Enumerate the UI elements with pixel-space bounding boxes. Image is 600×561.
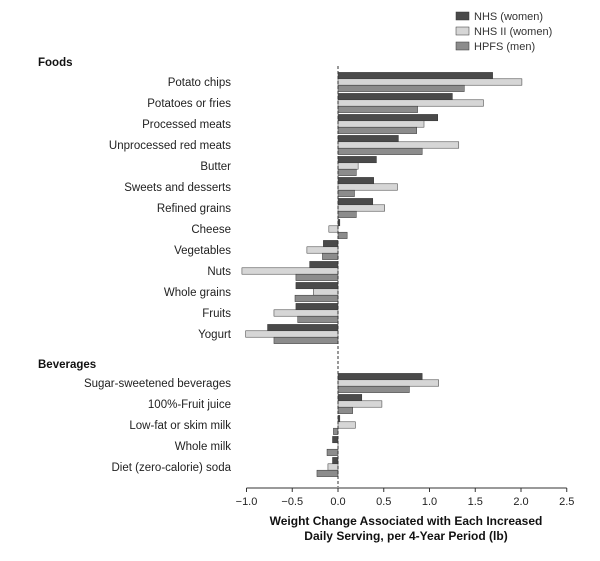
bar-processed-meats-nhs-women <box>338 114 438 120</box>
bar-cheese-hpfs-men <box>338 232 347 238</box>
bar-fruits-nhs-ii-women <box>274 310 338 316</box>
bar-potato-chips-nhs-ii-women <box>338 79 522 85</box>
bar-sweets-and-desserts-nhs-women <box>338 177 374 183</box>
bar-diet-zero-calorie-soda-nhs-women <box>333 457 338 463</box>
legend-swatch-hpfs-men <box>456 42 469 50</box>
category-label-sweets-and-desserts: Sweets and desserts <box>124 182 231 194</box>
bar-whole-grains-nhs-ii-women <box>313 289 338 295</box>
x-tick-label-2: 0.0 <box>330 496 345 508</box>
category-label-vegetables: Vegetables <box>174 245 231 257</box>
bar-butter-nhs-women <box>338 156 376 162</box>
category-label-whole-grains: Whole grains <box>164 287 231 299</box>
bar-sugar-sweetened-beverages-nhs-women <box>338 373 422 379</box>
bar-100-fruit-juice-nhs-ii-women <box>338 401 382 407</box>
bar-whole-milk-nhs-women <box>333 436 338 442</box>
x-axis-title-line-2: Daily Serving, per 4-Year Period (lb) <box>304 529 507 543</box>
bar-yogurt-nhs-women <box>268 324 338 330</box>
bar-refined-grains-nhs-ii-women <box>338 205 385 211</box>
category-label-sugar-sweetened-beverages: Sugar-sweetened beverages <box>84 378 231 390</box>
bar-cheese-nhs-ii-women <box>329 226 338 232</box>
bar-low-fat-or-skim-milk-nhs-ii-women <box>338 422 355 428</box>
category-label-unprocessed-red-meats: Unprocessed red meats <box>109 140 231 152</box>
bar-diet-zero-calorie-soda-hpfs-men <box>317 470 338 476</box>
bar-100-fruit-juice-hpfs-men <box>338 407 353 413</box>
category-label-whole-milk: Whole milk <box>175 441 231 453</box>
section-label-foods: Foods <box>38 57 73 69</box>
legend-label-hpfs-men: HPFS (men) <box>474 41 535 53</box>
bar-butter-hpfs-men <box>338 169 356 175</box>
bar-refined-grains-nhs-women <box>338 198 373 204</box>
bar-sweets-and-desserts-nhs-ii-women <box>338 184 397 190</box>
category-label-butter: Butter <box>200 161 231 173</box>
category-label-yogurt: Yogurt <box>198 329 232 341</box>
bar-potatoes-or-fries-nhs-women <box>338 93 452 99</box>
bar-fruits-nhs-women <box>296 303 338 309</box>
bar-nuts-hpfs-men <box>296 274 338 280</box>
bar-yogurt-nhs-ii-women <box>246 331 338 337</box>
bar-potatoes-or-fries-hpfs-men <box>338 106 418 112</box>
x-tick-label-6: 2.0 <box>513 496 528 508</box>
category-label-refined-grains: Refined grains <box>157 203 231 215</box>
category-label-100-fruit-juice: 100%-Fruit juice <box>148 399 231 411</box>
x-tick-label-1: −0.5 <box>281 496 303 508</box>
legend-swatch-nhs-ii-women <box>456 27 469 35</box>
legend-label-nhs-ii-women: NHS II (women) <box>474 26 552 38</box>
category-label-potato-chips: Potato chips <box>168 77 232 89</box>
x-tick-label-7: 2.5 <box>559 496 574 508</box>
legend-label-nhs-women: NHS (women) <box>474 11 543 23</box>
category-label-diet-zero-calorie-soda: Diet (zero-calorie) soda <box>111 462 231 474</box>
bar-processed-meats-nhs-ii-women <box>338 121 424 127</box>
bar-potato-chips-hpfs-men <box>338 85 464 91</box>
bar-processed-meats-hpfs-men <box>338 127 417 133</box>
bar-sugar-sweetened-beverages-nhs-ii-women <box>338 380 439 386</box>
bar-whole-grains-nhs-women <box>296 282 338 288</box>
legend: NHS (women) NHS II (women) HPFS (men) <box>456 11 552 53</box>
bar-100-fruit-juice-nhs-women <box>338 394 362 400</box>
category-label-low-fat-or-skim-milk: Low-fat or skim milk <box>129 420 231 432</box>
bar-nuts-nhs-women <box>310 261 338 267</box>
bars-layer <box>242 72 522 476</box>
legend-swatch-nhs-women <box>456 12 469 20</box>
x-axis-title-line-1: Weight Change Associated with Each Incre… <box>270 514 543 528</box>
category-label-nuts: Nuts <box>207 266 231 278</box>
bar-whole-milk-hpfs-men <box>327 449 338 455</box>
bar-unprocessed-red-meats-nhs-women <box>338 135 398 141</box>
bar-fruits-hpfs-men <box>298 316 338 322</box>
x-tick-label-3: 0.5 <box>376 496 391 508</box>
bar-unprocessed-red-meats-hpfs-men <box>338 148 422 154</box>
x-tick-label-0: −1.0 <box>236 496 258 508</box>
bar-yogurt-hpfs-men <box>274 337 338 343</box>
bar-sugar-sweetened-beverages-hpfs-men <box>338 386 409 392</box>
bar-refined-grains-hpfs-men <box>338 211 356 217</box>
bar-sweets-and-desserts-hpfs-men <box>338 190 354 196</box>
bar-vegetables-hpfs-men <box>322 253 338 259</box>
bar-butter-nhs-ii-women <box>338 163 358 169</box>
bar-nuts-nhs-ii-women <box>242 268 338 274</box>
category-label-fruits: Fruits <box>202 308 231 320</box>
category-labels: Foods Potato chips Potatoes or fries Proces… <box>38 57 232 474</box>
bar-diet-zero-calorie-soda-nhs-ii-women <box>328 464 338 470</box>
bar-low-fat-or-skim-milk-hpfs-men <box>333 428 338 434</box>
bar-vegetables-nhs-women <box>323 240 338 246</box>
bar-potatoes-or-fries-nhs-ii-women <box>338 100 483 106</box>
bar-whole-grains-hpfs-men <box>295 295 338 301</box>
bar-potato-chips-nhs-women <box>338 72 493 78</box>
x-tick-label-4: 1.0 <box>422 496 437 508</box>
x-tick-label-5: 1.5 <box>468 496 483 508</box>
bar-unprocessed-red-meats-nhs-ii-women <box>338 142 459 148</box>
category-label-cheese: Cheese <box>191 224 231 236</box>
category-label-processed-meats: Processed meats <box>142 119 231 131</box>
bar-vegetables-nhs-ii-women <box>307 247 338 253</box>
category-label-potatoes-or-fries: Potatoes or fries <box>147 98 231 110</box>
section-label-beverages: Beverages <box>38 359 96 371</box>
